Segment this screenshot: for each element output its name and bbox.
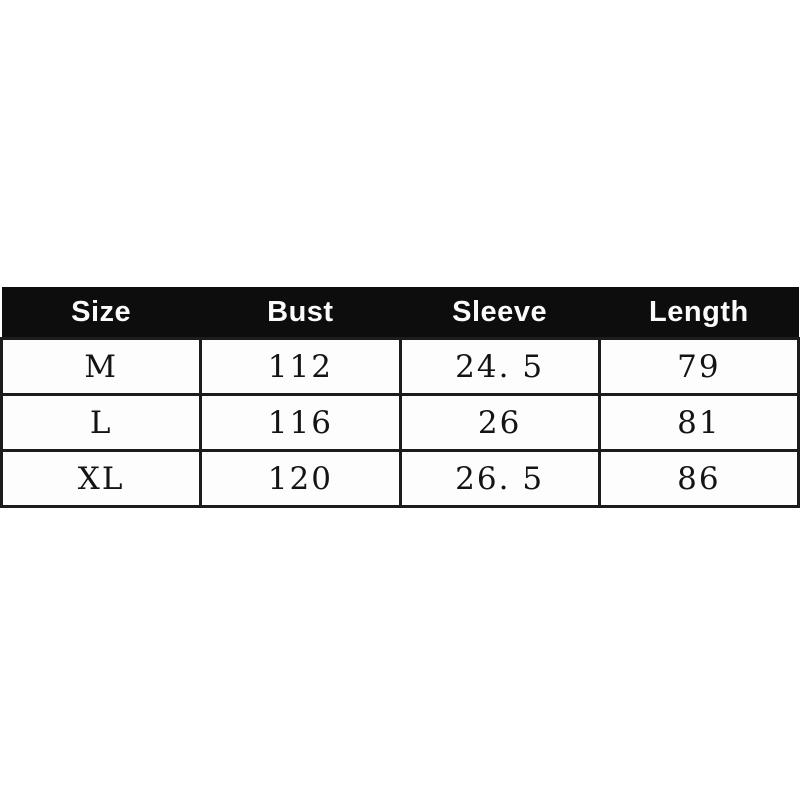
cell-bust: 116 xyxy=(199,393,402,452)
table-row-m: M 112 24. 5 79 xyxy=(0,337,800,396)
cell-sleeve: 26. 5 xyxy=(398,449,601,508)
table-row-l: L 116 26 81 xyxy=(0,393,800,452)
cell-length: 81 xyxy=(597,393,800,452)
column-header-bust: Bust xyxy=(200,287,400,339)
header-row: Size Bust Sleeve Length xyxy=(1,287,799,339)
cell-bust: 120 xyxy=(199,449,402,508)
cell-sleeve: 26 xyxy=(398,393,601,452)
size-chart-table: Size Bust Sleeve Length M 112 24. 5 79 L… xyxy=(0,287,800,508)
cell-sleeve: 24. 5 xyxy=(398,337,601,396)
column-header-length: Length xyxy=(599,287,799,339)
cell-length: 86 xyxy=(597,449,800,508)
cell-size: XL xyxy=(0,449,203,508)
cell-bust: 112 xyxy=(199,337,402,396)
column-header-sleeve: Sleeve xyxy=(400,287,600,339)
cell-length: 79 xyxy=(597,337,800,396)
column-header-size: Size xyxy=(1,287,201,339)
cell-size: M xyxy=(0,337,203,396)
table-row-xl: XL 120 26. 5 86 xyxy=(0,449,800,508)
cell-size: L xyxy=(0,393,203,452)
